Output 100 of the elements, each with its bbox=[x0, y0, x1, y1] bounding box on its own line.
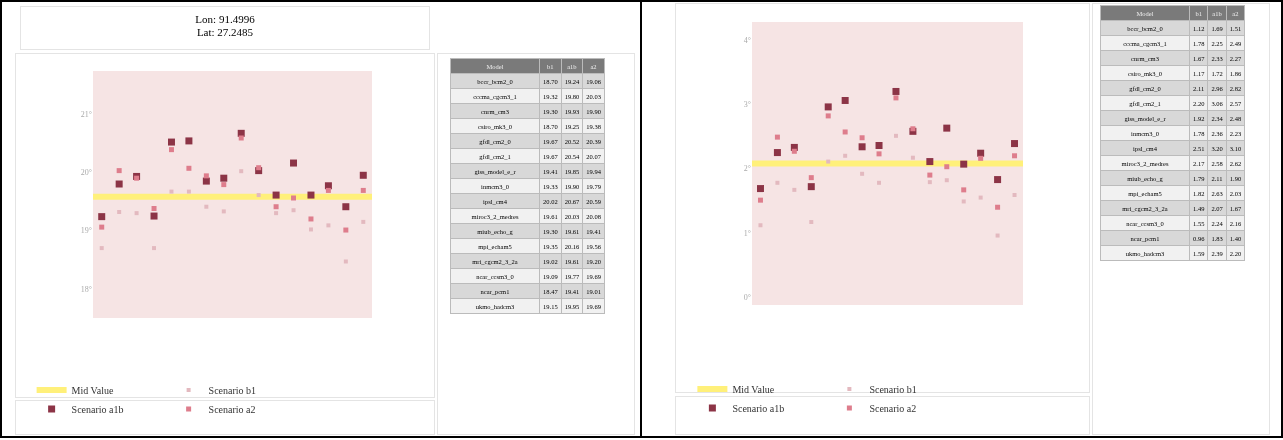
point bbox=[875, 141, 883, 149]
point bbox=[168, 147, 174, 153]
point bbox=[99, 224, 105, 230]
legend-label: Scenario a1b bbox=[732, 402, 785, 414]
point bbox=[843, 153, 848, 158]
point bbox=[943, 124, 951, 132]
point bbox=[307, 191, 315, 199]
point bbox=[291, 195, 297, 201]
point bbox=[860, 171, 865, 176]
point bbox=[978, 155, 984, 161]
point bbox=[343, 259, 348, 264]
y-tick-label: 18° bbox=[80, 284, 92, 294]
point bbox=[892, 87, 900, 95]
point bbox=[291, 208, 296, 213]
point bbox=[774, 134, 780, 140]
point bbox=[99, 246, 104, 251]
legend-label: Scenario b1 bbox=[208, 384, 257, 396]
point bbox=[877, 180, 882, 185]
point bbox=[220, 174, 228, 182]
y-tick-label: 21° bbox=[80, 109, 92, 119]
point bbox=[960, 160, 968, 168]
point bbox=[290, 159, 298, 167]
point bbox=[858, 143, 866, 151]
point bbox=[256, 193, 261, 198]
point bbox=[995, 204, 1001, 210]
point bbox=[272, 191, 280, 199]
point bbox=[994, 176, 1002, 184]
y-tick-label: 4° bbox=[743, 35, 751, 45]
point bbox=[115, 180, 123, 188]
point bbox=[1012, 153, 1018, 159]
legend-label: Scenario a2 bbox=[208, 403, 256, 415]
point bbox=[773, 149, 781, 157]
legend-label: Scenario a1b bbox=[71, 403, 124, 415]
point bbox=[961, 187, 967, 193]
point bbox=[238, 135, 244, 141]
point bbox=[775, 180, 780, 185]
point bbox=[203, 173, 209, 179]
y-tick-label: 19° bbox=[80, 226, 92, 236]
point bbox=[342, 203, 350, 211]
point bbox=[326, 223, 331, 228]
chart-title: Lon: 91.4996 Lat: 27.2485 bbox=[20, 6, 430, 50]
point bbox=[926, 158, 934, 166]
point bbox=[792, 187, 797, 192]
point bbox=[1011, 140, 1019, 148]
point bbox=[791, 148, 797, 154]
point bbox=[239, 169, 244, 174]
point bbox=[325, 187, 331, 193]
point bbox=[927, 180, 932, 185]
point bbox=[910, 155, 915, 160]
point bbox=[842, 129, 848, 135]
point bbox=[134, 211, 139, 216]
point bbox=[756, 185, 764, 193]
point bbox=[343, 227, 349, 233]
point bbox=[944, 178, 949, 183]
point bbox=[273, 204, 279, 210]
point bbox=[809, 220, 814, 225]
y-tick-label: 1° bbox=[743, 228, 751, 238]
point bbox=[221, 209, 226, 214]
point bbox=[186, 189, 191, 194]
y-tick-label: 0° bbox=[743, 293, 751, 303]
point bbox=[308, 216, 314, 222]
point bbox=[893, 95, 899, 101]
point bbox=[893, 133, 898, 138]
point bbox=[117, 209, 122, 214]
point bbox=[876, 151, 882, 157]
point bbox=[116, 168, 122, 174]
point bbox=[167, 138, 175, 146]
point bbox=[824, 103, 832, 111]
point bbox=[359, 171, 367, 179]
point bbox=[757, 197, 763, 203]
point bbox=[944, 164, 950, 170]
point bbox=[185, 137, 193, 145]
y-tick-label: 2° bbox=[743, 164, 751, 174]
point bbox=[151, 205, 157, 211]
point bbox=[221, 182, 227, 188]
point bbox=[274, 211, 279, 216]
point bbox=[758, 223, 763, 228]
point bbox=[841, 96, 849, 104]
point bbox=[927, 172, 933, 178]
point bbox=[1012, 193, 1017, 198]
point bbox=[150, 212, 158, 220]
legend-label: Scenario b1 bbox=[869, 383, 917, 395]
legend-label: Mid Value bbox=[732, 383, 775, 395]
point bbox=[152, 246, 157, 251]
point bbox=[825, 113, 831, 119]
point bbox=[978, 195, 983, 200]
legend-label: Mid Value bbox=[71, 384, 114, 396]
legend-label: Scenario a2 bbox=[869, 402, 917, 414]
point bbox=[169, 189, 174, 194]
point bbox=[808, 175, 814, 181]
point bbox=[859, 135, 865, 141]
point bbox=[360, 187, 366, 193]
point bbox=[98, 213, 106, 221]
y-tick-label: 20° bbox=[80, 168, 92, 178]
point bbox=[961, 199, 966, 204]
point bbox=[204, 204, 209, 209]
point bbox=[826, 159, 831, 164]
point bbox=[807, 183, 815, 191]
point bbox=[202, 177, 210, 185]
point bbox=[256, 165, 262, 171]
